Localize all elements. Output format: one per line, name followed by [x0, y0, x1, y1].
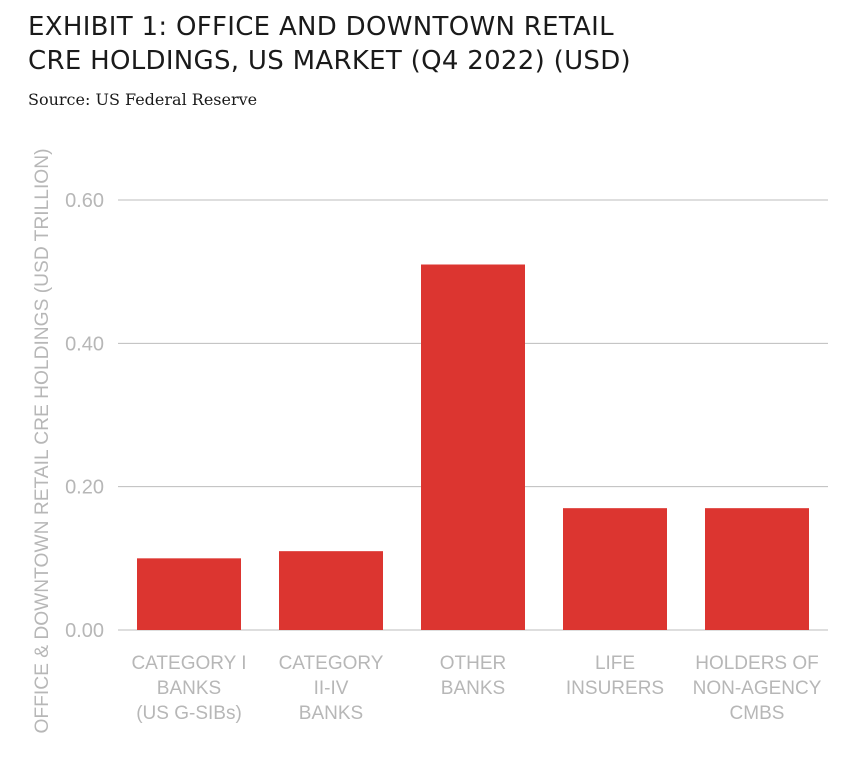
- y-tick-label: 0.20: [65, 477, 104, 499]
- x-axis-labels: CATEGORY I BANKS (US G-SIBs) CATEGORY II-IV B…: [131, 653, 821, 724]
- x-category-label-line: BANKS: [299, 703, 363, 724]
- x-category-label-line: II-IV: [314, 678, 349, 699]
- x-category-label-line: BANKS: [157, 678, 221, 699]
- x-category-label-line: INSURERS: [566, 678, 664, 699]
- y-tick-label: 0.40: [65, 333, 104, 355]
- x-category-label-line: CATEGORY I: [131, 653, 246, 674]
- x-category-label: OTHER BANKS: [440, 653, 507, 699]
- x-category-label: HOLDERS OF NON-AGENCY CMBS: [693, 653, 822, 724]
- x-category-label-line: CATEGORY: [279, 653, 384, 674]
- x-category-label: CATEGORY I BANKS (US G-SIBs): [131, 653, 246, 724]
- x-category-label-line: NON-AGENCY: [693, 678, 822, 699]
- bar: [705, 508, 809, 630]
- x-category-label-line: LIFE: [595, 653, 635, 674]
- x-category-label-line: (US G-SIBs): [136, 703, 242, 724]
- x-category-label-line: BANKS: [441, 678, 505, 699]
- y-axis-ticks: 0.00 0.20 0.40 0.60: [65, 190, 104, 642]
- x-category-label-line: CMBS: [730, 703, 785, 724]
- chart-title-line-2: CRE HOLDINGS, US MARKET (Q4 2022) (USD): [28, 46, 631, 76]
- x-category-label-line: HOLDERS OF: [695, 653, 819, 674]
- bar: [563, 508, 667, 630]
- x-category-label-line: OTHER: [440, 653, 507, 674]
- x-category-label: LIFE INSURERS: [566, 653, 664, 699]
- x-category-label: CATEGORY II-IV BANKS: [279, 653, 384, 724]
- bars: [137, 264, 809, 630]
- bar: [421, 264, 525, 630]
- bar: [137, 558, 241, 630]
- chart-source: Source: US Federal Reserve: [28, 90, 258, 109]
- chart-title: EXHIBIT 1: OFFICE AND DOWNTOWN RETAIL CR…: [28, 10, 828, 78]
- bar: [279, 551, 383, 630]
- y-axis-title: OFFICE & DOWNTOWN RETAIL CRE HOLDINGS (U…: [32, 149, 53, 734]
- y-tick-label: 0.00: [65, 620, 104, 642]
- y-tick-label: 0.60: [65, 190, 104, 212]
- chart-title-line-1: EXHIBIT 1: OFFICE AND DOWNTOWN RETAIL: [28, 12, 614, 42]
